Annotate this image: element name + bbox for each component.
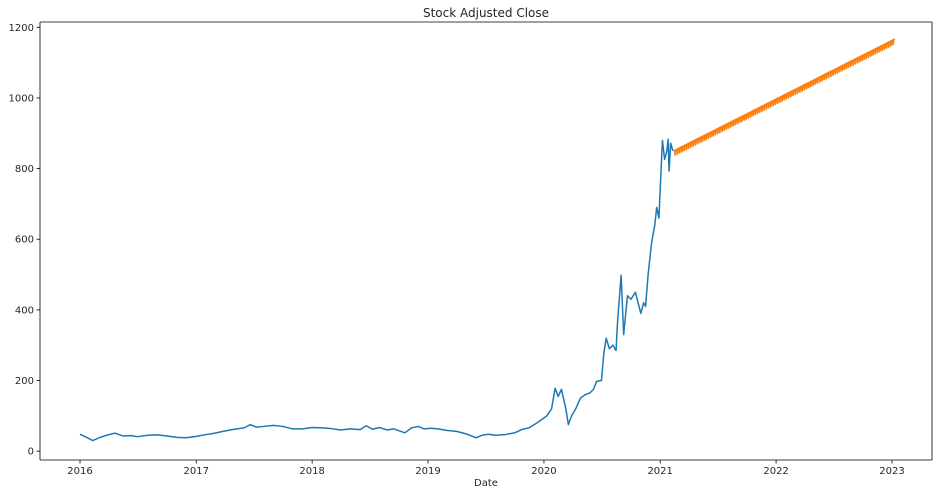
x-axis-title: Date — [474, 478, 498, 489]
x-tick-label: 2023 — [879, 466, 904, 477]
x-tick-label: 2021 — [647, 466, 672, 477]
x-tick-label: 2020 — [531, 466, 556, 477]
y-tick-label: 800 — [15, 164, 34, 175]
axes-frame — [39, 21, 933, 461]
series-line-actual — [79, 138, 674, 442]
y-tick-label: 1000 — [9, 93, 34, 104]
x-tick-label: 2018 — [299, 466, 324, 477]
y-axis: 0 200 400 600 800 1000 1200 — [9, 23, 40, 458]
x-tick-label: 2016 — [67, 466, 92, 477]
y-tick-label: 600 — [15, 235, 34, 246]
x-axis: 2016 2017 2018 2019 2020 2021 2022 2023 — [67, 460, 905, 477]
series-layer — [79, 38, 896, 442]
y-tick-label: 200 — [15, 376, 34, 387]
x-tick-label: 2017 — [184, 466, 209, 477]
y-tick-label: 1200 — [9, 23, 34, 34]
y-tick-label: 0 — [28, 447, 34, 458]
x-tick-label: 2019 — [415, 466, 440, 477]
y-tick-label: 400 — [15, 305, 34, 316]
x-tick-label: 2022 — [763, 466, 788, 477]
series-line-forecast — [673, 38, 896, 156]
chart-title: Stock Adjusted Close — [423, 6, 549, 20]
